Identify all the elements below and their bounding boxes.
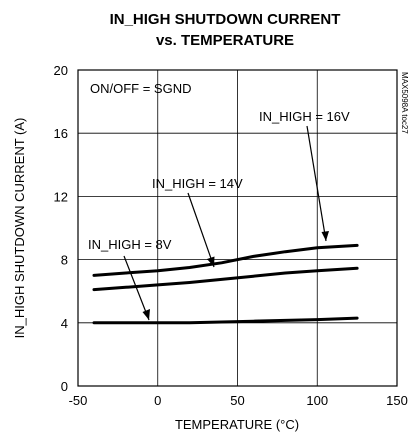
chart-title-line-1: IN_HIGH SHUTDOWN CURRENT — [110, 11, 341, 28]
x-tick-label: 100 — [306, 393, 328, 408]
figure-code: MAX5098A toc27 — [400, 72, 409, 134]
x-tick-label: 150 — [386, 393, 408, 408]
y-tick-label: 4 — [61, 316, 68, 331]
y-tick-label: 12 — [54, 189, 68, 204]
series-arrow-16v — [307, 126, 326, 241]
y-tick-label: 8 — [61, 253, 68, 268]
chart-title-line-2: vs. TEMPERATURE — [156, 32, 294, 49]
series-label-14v: IN_HIGH = 14V — [152, 176, 243, 191]
x-tick-label: 50 — [230, 393, 244, 408]
series-arrowhead-16v — [322, 231, 330, 241]
y-tick-label: 16 — [54, 126, 68, 141]
y-axis-label: IN_HIGH SHUTDOWN CURRENT (A) — [12, 118, 27, 339]
x-tick-label: -50 — [69, 393, 88, 408]
y-tick-label: 0 — [61, 379, 68, 394]
series-label-16v: IN_HIGH = 16V — [259, 109, 350, 124]
y-tick-labels: 0 4 8 12 16 20 — [54, 63, 68, 394]
annotation-box: ON/OFF = SGND — [90, 81, 191, 96]
x-tick-label: 0 — [154, 393, 161, 408]
x-axis-label: TEMPERATURE (°C) — [175, 417, 299, 432]
x-tick-labels: -50 0 50 100 150 — [69, 393, 408, 408]
series-arrowhead-8v — [143, 309, 151, 320]
series-arrow-14v — [188, 193, 214, 267]
y-tick-label: 20 — [54, 63, 68, 78]
series-label-8v: IN_HIGH = 8V — [88, 237, 172, 252]
